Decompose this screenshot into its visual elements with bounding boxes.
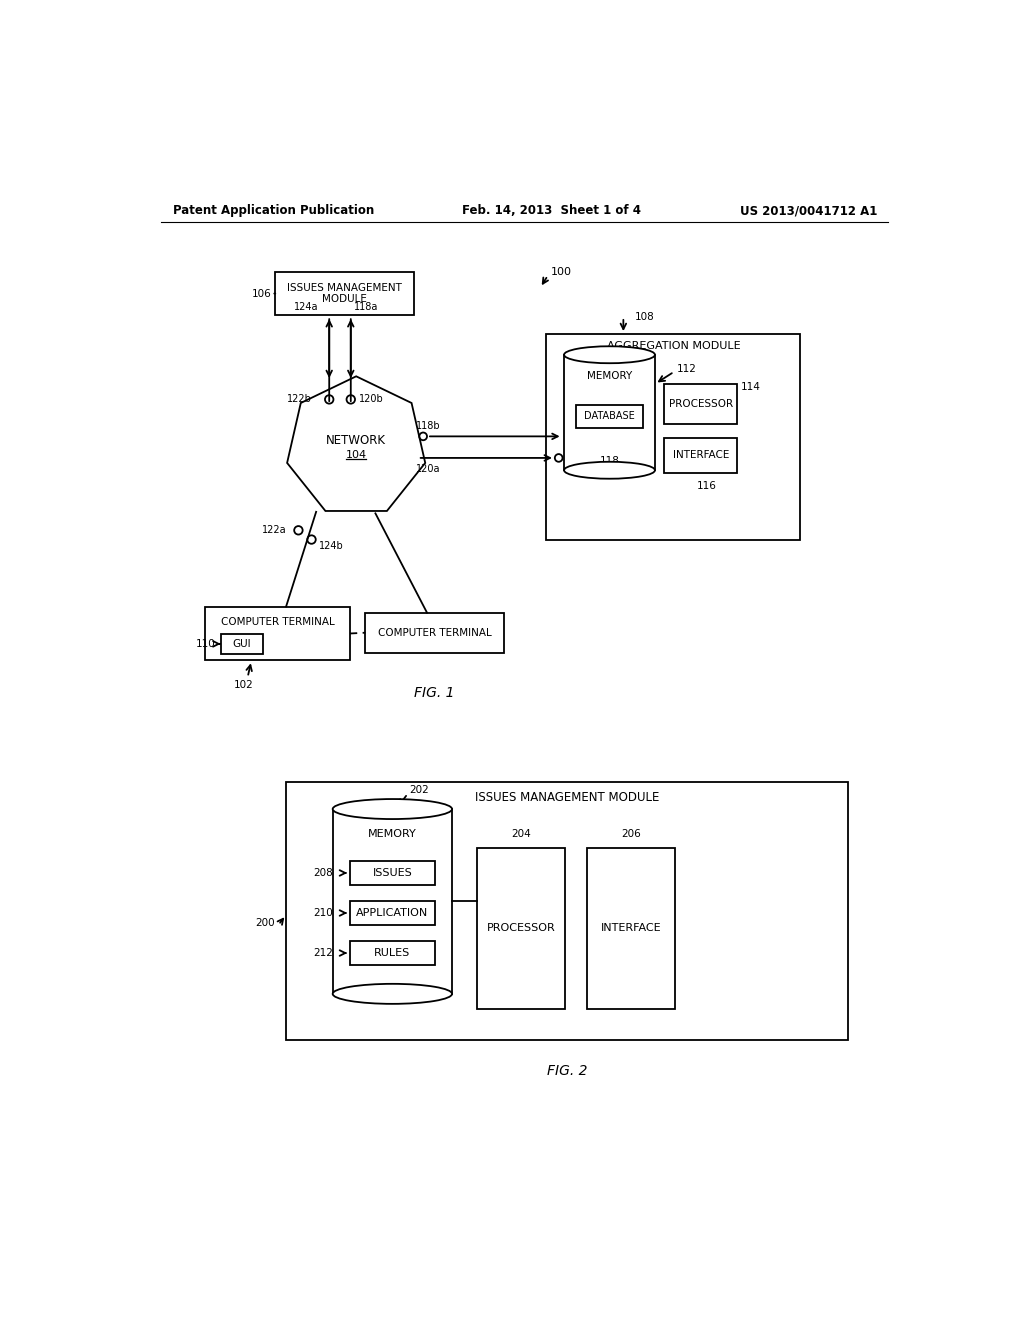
Text: 200: 200 [255,917,274,928]
FancyBboxPatch shape [333,809,452,994]
Text: 102: 102 [233,680,254,690]
FancyBboxPatch shape [366,612,504,653]
Text: 210: 210 [313,908,333,917]
Text: FIG. 1: FIG. 1 [415,686,455,700]
FancyBboxPatch shape [665,438,737,473]
Text: MEMORY: MEMORY [587,371,632,381]
Text: GUI: GUI [232,639,251,649]
Text: INTERFACE: INTERFACE [673,450,729,461]
Text: 118: 118 [600,455,620,466]
Text: PROCESSOR: PROCESSOR [486,924,555,933]
Text: 104: 104 [346,450,367,459]
Text: 202: 202 [410,785,429,795]
Text: AGGREGATION MODULE: AGGREGATION MODULE [606,342,740,351]
Ellipse shape [564,462,655,479]
Text: Feb. 14, 2013  Sheet 1 of 4: Feb. 14, 2013 Sheet 1 of 4 [462,205,641,218]
Text: 124a: 124a [294,302,318,312]
Text: Patent Application Publication: Patent Application Publication [173,205,374,218]
Text: 116: 116 [697,482,717,491]
Text: 124b: 124b [319,541,344,550]
Text: 122a: 122a [262,525,287,536]
FancyBboxPatch shape [547,334,801,540]
Text: NETWORK: NETWORK [327,434,386,447]
Text: 120b: 120b [358,395,383,404]
Text: 122b: 122b [288,395,312,404]
Text: ISSUES MANAGEMENT MODULE: ISSUES MANAGEMENT MODULE [475,791,659,804]
Text: 120a: 120a [416,463,440,474]
FancyBboxPatch shape [564,355,655,470]
Text: APPLICATION: APPLICATION [356,908,428,917]
Text: DATABASE: DATABASE [584,412,635,421]
Text: 204: 204 [511,829,530,838]
FancyBboxPatch shape [350,862,435,884]
Text: INTERFACE: INTERFACE [601,924,662,933]
Text: 206: 206 [622,829,641,838]
Polygon shape [287,376,425,511]
FancyBboxPatch shape [477,847,565,1010]
Text: 110: 110 [197,639,216,649]
Text: 112: 112 [677,363,696,374]
FancyBboxPatch shape [575,405,643,428]
Text: PROCESSOR: PROCESSOR [669,399,733,409]
FancyBboxPatch shape [587,847,676,1010]
FancyBboxPatch shape [205,607,350,660]
FancyBboxPatch shape [350,941,435,965]
FancyBboxPatch shape [220,635,263,653]
FancyBboxPatch shape [350,902,435,924]
Text: ISSUES: ISSUES [373,869,413,878]
Text: 108: 108 [635,312,654,322]
Text: 106: 106 [252,289,271,298]
Text: ISSUES MANAGEMENT
MODULE: ISSUES MANAGEMENT MODULE [287,282,402,305]
Text: US 2013/0041712 A1: US 2013/0041712 A1 [740,205,878,218]
Ellipse shape [333,983,452,1003]
Text: 114: 114 [741,381,761,392]
Ellipse shape [333,799,452,818]
Text: 208: 208 [313,869,333,878]
Text: 212: 212 [313,948,333,958]
Text: 118a: 118a [354,302,378,312]
Text: COMPUTER TERMINAL: COMPUTER TERMINAL [221,616,335,627]
Text: FIG. 2: FIG. 2 [547,1064,588,1078]
Text: COMPUTER TERMINAL: COMPUTER TERMINAL [378,628,492,638]
Text: 100: 100 [551,268,572,277]
Text: 118b: 118b [416,421,441,430]
FancyBboxPatch shape [275,272,414,314]
FancyBboxPatch shape [286,781,848,1040]
Text: MEMORY: MEMORY [368,829,417,838]
FancyBboxPatch shape [665,384,737,424]
Ellipse shape [564,346,655,363]
Text: RULES: RULES [374,948,411,958]
